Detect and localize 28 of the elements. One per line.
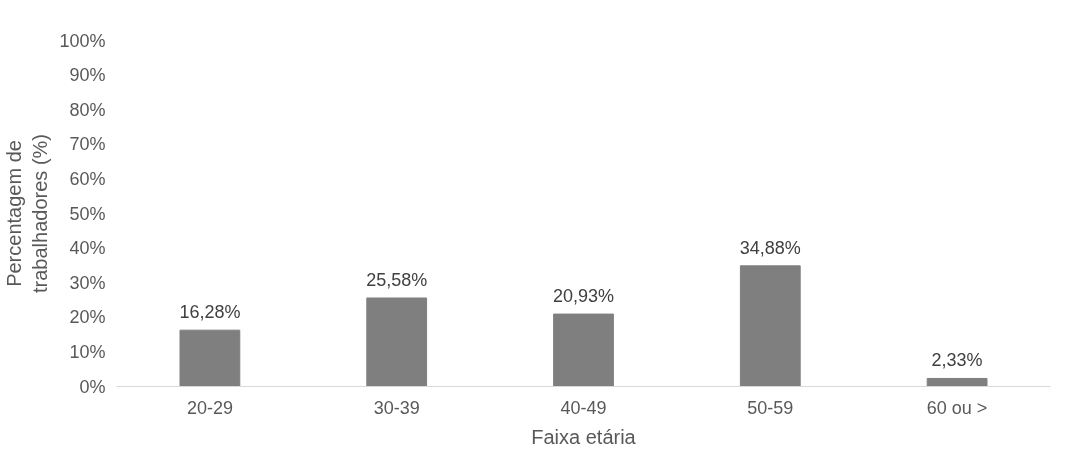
data-label: 20,93% [552,286,615,307]
y-tick-label: 30% [69,272,106,293]
x-tick-label: 30-39 [373,397,420,418]
y-tick-label: 40% [69,238,106,259]
y-tick-label: 20% [69,307,106,328]
bar [179,329,241,387]
x-tick-label: 50-59 [747,397,794,418]
y-tick-label: 10% [69,341,106,362]
y-tick-label: 100% [59,30,106,51]
y-tick-label: 90% [69,65,106,86]
x-tick-label: 40-49 [560,397,607,418]
x-axis-title: Faixa etária [531,425,637,448]
bar [366,297,428,387]
x-tick-label: 60 ou > [926,397,988,418]
bar [926,377,988,387]
y-tick-label: 70% [69,134,106,155]
y-tick-label: 80% [69,99,106,120]
y-tick-label: 50% [69,203,106,224]
data-label: 25,58% [366,269,428,290]
x-tick-label: 20-29 [186,397,233,418]
data-label: 2,33% [931,350,983,371]
bar [739,265,801,387]
bar [553,313,614,387]
y-tick-label: 0% [79,376,106,397]
data-label: 16,28% [179,302,241,323]
data-label: 34,88% [739,237,801,258]
y-tick-label: 60% [69,168,106,189]
y-axis-title: Percentagem de trabalhadores (%) [3,134,52,293]
